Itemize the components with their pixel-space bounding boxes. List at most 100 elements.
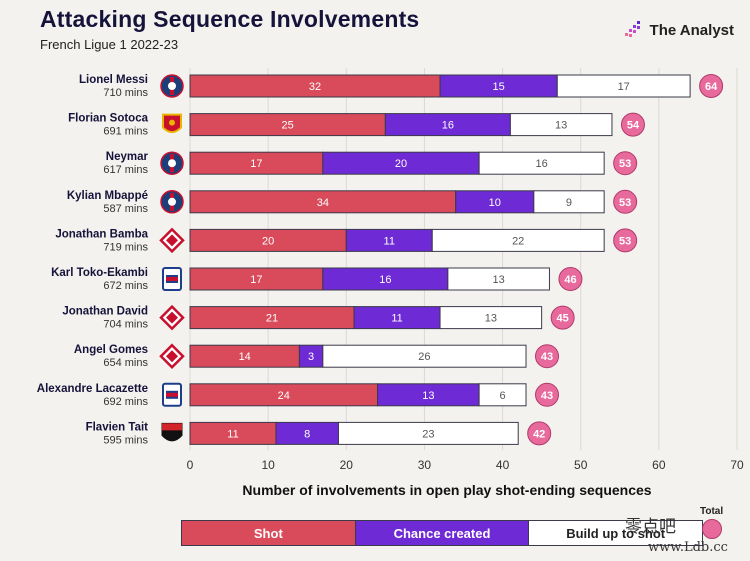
bar-value-label: 34 (317, 197, 329, 209)
total-value-label: 53 (619, 158, 631, 170)
total-value-label: 64 (705, 81, 718, 93)
bar-value-label: 20 (395, 158, 407, 170)
bar-segment (439, 306, 543, 330)
bar-value-label: 8 (304, 428, 310, 440)
player-minutes: 587 mins (103, 203, 148, 215)
player-name: Karl Toko-Ekambi (51, 267, 148, 279)
player-name: Angel Gomes (74, 344, 148, 356)
total-value-label: 53 (619, 235, 631, 247)
player-name: Jonathan David (62, 306, 148, 318)
bar-value-label: 3 (308, 351, 314, 363)
lille-crest-core (166, 350, 178, 363)
x-tick-label: 50 (574, 458, 588, 472)
legend-chance-created: Chance created (355, 521, 530, 545)
player-name: Lionel Messi (79, 74, 148, 86)
bar-segment (447, 267, 550, 291)
bar-value-label: 15 (493, 81, 505, 93)
chart-title: Attacking Sequence Involvements (40, 6, 420, 32)
psg-crest-tower (168, 197, 176, 206)
x-tick-label: 40 (496, 458, 510, 472)
bar-value-label: 6 (500, 390, 506, 402)
bar-value-label: 13 (555, 120, 567, 132)
legend-total-dot (702, 519, 722, 539)
bar-value-label: 25 (282, 120, 294, 132)
total-value-label: 53 (619, 197, 631, 209)
player-minutes: 617 mins (103, 164, 148, 176)
bar-segment (322, 344, 527, 368)
total-value-label: 43 (541, 351, 553, 363)
player-name: Kylian Mbappé (67, 190, 148, 202)
x-tick-label: 10 (261, 458, 275, 472)
total-marker (613, 189, 638, 214)
bar-value-label: 16 (379, 274, 391, 286)
player-minutes: 691 mins (103, 126, 148, 138)
stacked-bar-chart: 0 10 20 30 40 50 60 70 Number of involvements in… (37, 68, 744, 498)
total-value-label: 43 (541, 390, 553, 402)
bar-segment (533, 190, 605, 214)
bar-value-label: 11 (227, 428, 238, 440)
analyst-logo-icon (624, 21, 640, 37)
bar-segment (478, 383, 527, 407)
bar-value-label: 32 (309, 81, 321, 93)
bar-segment (337, 421, 519, 445)
total-marker (620, 112, 645, 137)
lens-crest-mark (169, 119, 175, 126)
player-minutes: 710 mins (103, 87, 148, 99)
bar-value-label: 21 (266, 313, 278, 325)
lyon-crest-stripe (166, 392, 178, 397)
bar-segment (509, 113, 613, 137)
bar-segment (556, 74, 691, 98)
legend-build-up: Build up to shot (529, 521, 703, 545)
total-marker (613, 151, 638, 176)
player-minutes: 672 mins (103, 280, 148, 292)
total-marker (699, 74, 724, 98)
lille-crest-core (166, 234, 178, 247)
bar-value-label: 13 (422, 390, 434, 402)
player-name: Alexandre Lacazette (37, 383, 148, 395)
brand-name: The Analyst (649, 21, 734, 39)
bar-value-label: 17 (250, 274, 262, 286)
legend-total-label: Total (700, 506, 724, 517)
psg-crest-tower (168, 159, 176, 168)
lyon-crest-stripe (166, 277, 178, 281)
bar-value-label: 20 (262, 235, 274, 247)
x-axis-label: Number of involvements in open play shot… (242, 482, 651, 498)
player-minutes: 704 mins (103, 319, 148, 331)
bar-value-label: 26 (418, 351, 430, 363)
bar-value-label: 14 (239, 351, 251, 363)
bar-value-label: 13 (493, 274, 505, 286)
player-minutes: 692 mins (103, 396, 148, 408)
lille-crest-core (166, 311, 178, 324)
psg-crest-tower (168, 82, 176, 90)
bar-segment (478, 151, 605, 175)
player-name: Neymar (106, 151, 149, 163)
total-marker (613, 228, 638, 253)
bar-value-label: 16 (442, 120, 454, 132)
total-value-label: 45 (557, 313, 569, 325)
total-marker (535, 382, 560, 407)
bar-value-label: 17 (250, 158, 262, 170)
player-name: Florian Sotoca (68, 113, 148, 125)
player-minutes: 595 mins (103, 434, 148, 446)
total-marker (550, 305, 575, 330)
total-value-label: 42 (533, 428, 545, 440)
brand-logo: The Analyst (623, 20, 734, 40)
total-value-label: 54 (627, 120, 640, 132)
bar-value-label: 24 (278, 390, 290, 402)
chart-subtitle: French Ligue 1 2022-23 (40, 37, 179, 52)
legend: Shot Chance created Build up to shot (181, 520, 703, 546)
x-tick-label: 0 (187, 458, 194, 472)
x-tick-label: 60 (652, 458, 666, 472)
bar-value-label: 17 (618, 81, 630, 93)
player-name: Flavien Tait (86, 421, 149, 433)
bar-value-label: 16 (536, 158, 548, 170)
bar-value-label: 13 (485, 313, 497, 325)
